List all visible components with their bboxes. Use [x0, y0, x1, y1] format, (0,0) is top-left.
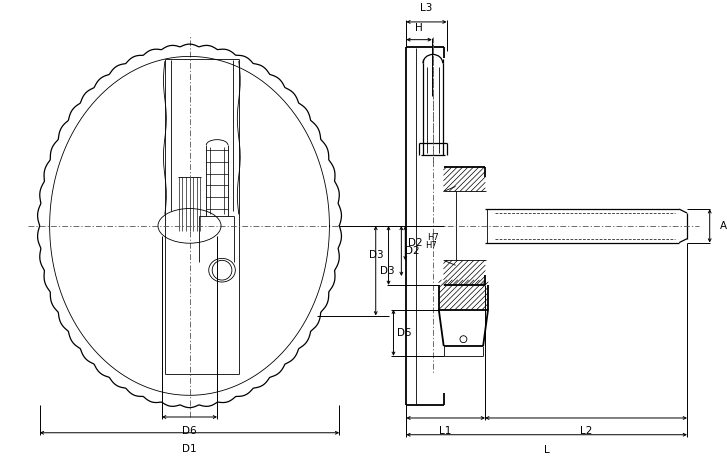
Text: D2: D2 [405, 246, 420, 256]
Text: A: A [720, 221, 727, 231]
Text: H7: H7 [427, 233, 438, 242]
Text: D6: D6 [182, 426, 197, 436]
Text: D3: D3 [369, 250, 384, 260]
Text: L1: L1 [440, 426, 452, 436]
Text: D2: D2 [409, 238, 423, 248]
Text: D3: D3 [379, 266, 394, 276]
Text: H: H [415, 23, 423, 33]
Text: D5: D5 [398, 328, 412, 338]
Text: H7: H7 [425, 240, 437, 250]
Text: L2: L2 [580, 426, 593, 436]
Text: L3: L3 [420, 3, 433, 13]
Text: D1: D1 [182, 444, 197, 454]
Text: L: L [544, 445, 550, 455]
